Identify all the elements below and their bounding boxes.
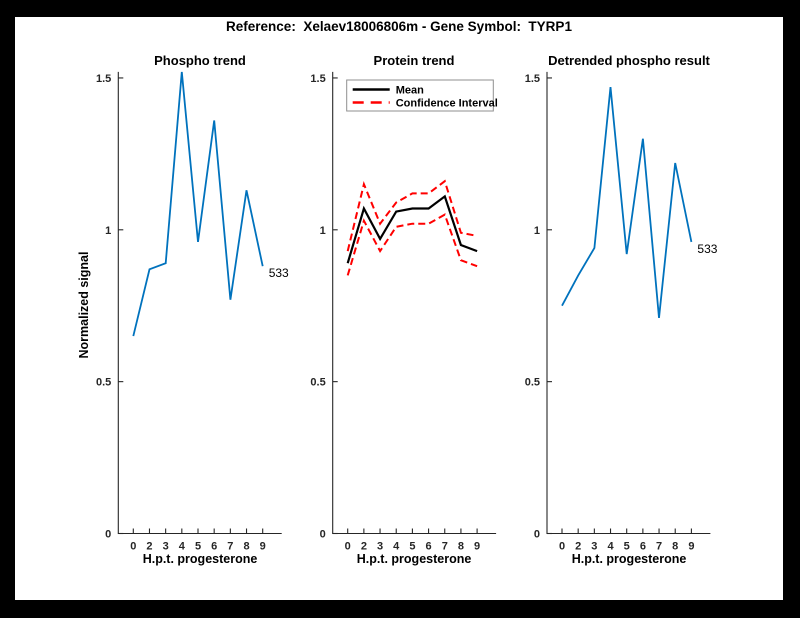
subplot-title-detrended-result: Detrended phospho result xyxy=(548,53,710,68)
x-tick-label: 4 xyxy=(179,541,186,553)
y-tick-label: 1.5 xyxy=(525,73,540,85)
figure-canvas xyxy=(15,17,783,600)
x-tick-label: 0 xyxy=(130,541,136,553)
x-tick-label: 2 xyxy=(575,541,581,553)
phospho-signal-line xyxy=(132,71,264,337)
x-tick-label: 5 xyxy=(624,541,630,553)
axis-spines xyxy=(117,71,282,535)
x-tick-label: 6 xyxy=(426,541,432,553)
x-axis-label-3: H.p.t. progesterone xyxy=(571,552,687,566)
ci-upper-line xyxy=(346,179,478,252)
legend-label: Confidence Interval xyxy=(396,98,498,110)
figure-title: Reference: Xelaev18006806m - Gene Symbol… xyxy=(226,19,572,34)
x-tick-label: 2 xyxy=(361,541,367,553)
x-tick-label: 4 xyxy=(393,541,400,553)
x-tick-label: 5 xyxy=(409,541,415,553)
detrended-signal-line xyxy=(561,87,693,318)
x-tick-label: 5 xyxy=(195,541,201,553)
x-tick-label: 6 xyxy=(640,541,646,553)
x-tick-label: 0 xyxy=(559,541,565,553)
y-tick-label: 1 xyxy=(105,225,111,237)
x-tick-label: 8 xyxy=(458,541,464,553)
subplot-title-protein-trend: Protein trend xyxy=(373,53,455,68)
mean-line xyxy=(346,194,478,264)
x-tick-label: 9 xyxy=(688,541,694,553)
y-tick-label: 1.5 xyxy=(96,73,111,85)
y-tick-label: 1 xyxy=(320,225,326,237)
axis-spines xyxy=(332,71,497,535)
x-tick-label: 7 xyxy=(227,541,233,553)
x-tick-label: 8 xyxy=(672,541,678,553)
subplot-title-phospho-trend: Phospho trend xyxy=(154,53,246,68)
x-tick-label: 3 xyxy=(163,541,169,553)
legend-label: Mean xyxy=(396,85,424,97)
y-tick-label: 0.5 xyxy=(310,377,325,389)
y-tick-label: 1.5 xyxy=(310,73,325,85)
series-end-label: 533 xyxy=(697,242,717,256)
x-tick-label: 6 xyxy=(211,541,217,553)
legend-box xyxy=(346,79,494,112)
y-tick-label: 1 xyxy=(534,225,540,237)
x-tick-label: 3 xyxy=(377,541,383,553)
x-tick-label: 3 xyxy=(591,541,597,553)
y-tick-label: 0 xyxy=(105,529,111,541)
x-tick-label: 8 xyxy=(243,541,249,553)
ci-lower-line xyxy=(346,213,478,276)
y-tick-label: 0.5 xyxy=(96,377,111,389)
x-tick-label: 9 xyxy=(474,541,480,553)
y-tick-label: 0 xyxy=(320,529,326,541)
y-tick-label: 0 xyxy=(534,529,540,541)
x-tick-label: 4 xyxy=(607,541,614,553)
x-tick-label: 7 xyxy=(442,541,448,553)
x-axis-label-1: H.p.t. progesterone xyxy=(142,552,258,566)
x-tick-label: 2 xyxy=(146,541,152,553)
axis-spines xyxy=(546,71,711,535)
x-tick-label: 9 xyxy=(260,541,266,553)
x-axis-label-2: H.p.t. progesterone xyxy=(356,552,472,566)
series-end-label: 533 xyxy=(269,266,289,280)
x-tick-label: 0 xyxy=(345,541,351,553)
x-tick-label: 7 xyxy=(656,541,662,553)
y-tick-label: 0.5 xyxy=(525,377,540,389)
